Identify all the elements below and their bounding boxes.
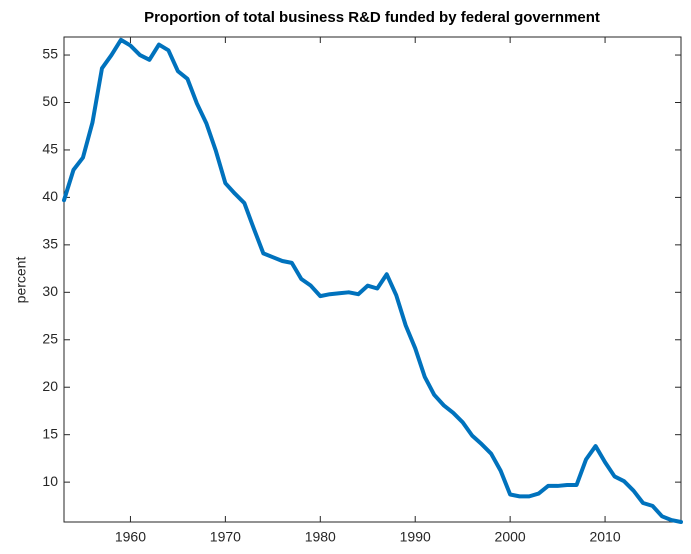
chart-title: Proportion of total business R&D funded … [144,9,600,26]
x-tick-label: 2010 [589,529,620,545]
y-tick-label: 25 [42,330,58,346]
y-tick-label: 45 [42,141,58,157]
x-tick-label: 1990 [400,529,431,545]
axes-box [63,36,682,523]
y-tick-label: 35 [42,236,58,252]
y-axis-label: percent [13,257,29,304]
y-tick-label: 40 [42,188,58,204]
x-tick-label: 1970 [210,529,241,545]
x-tick-label: 1960 [115,529,146,545]
y-tick-label: 55 [42,46,58,62]
y-tick-label: 50 [42,93,58,109]
y-tick-label: 20 [42,378,58,394]
y-tick-label: 15 [42,425,58,441]
data-line [62,37,683,524]
y-tick-label: 10 [42,473,58,489]
y-tick-label: 30 [42,283,58,299]
x-tick-label: 1980 [305,529,336,545]
x-tick-label: 2000 [495,529,526,545]
